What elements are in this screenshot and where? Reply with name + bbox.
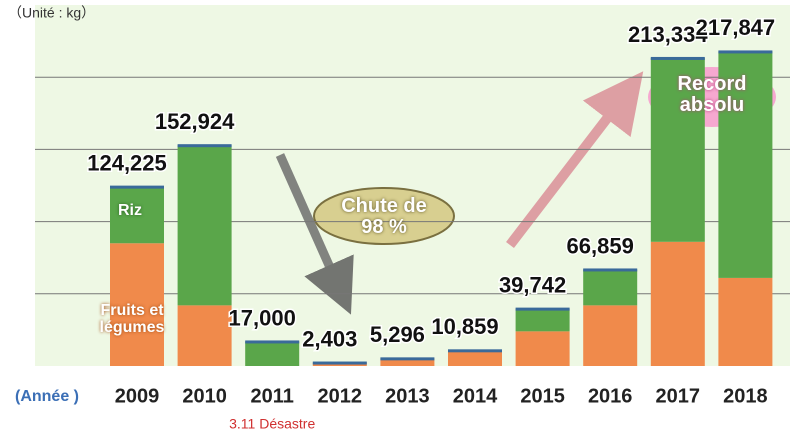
value-label: 2,403 — [302, 326, 357, 351]
unit-label: （Unité : kg） — [8, 5, 95, 21]
x-tick-label: 2012 — [318, 385, 363, 407]
bar-segment — [583, 269, 638, 306]
drop-annotation: Chute de 98 % — [341, 195, 427, 238]
bar-segment — [718, 277, 773, 366]
value-label: 124,225 — [87, 150, 167, 175]
value-label: 152,924 — [155, 109, 235, 134]
bar-segment — [177, 305, 232, 366]
bar-cap — [110, 185, 164, 189]
bar-segment — [110, 186, 164, 244]
bar-segment — [177, 145, 232, 306]
bar-segment — [718, 51, 773, 278]
bar-cap — [650, 56, 705, 60]
x-tick-label: 2014 — [453, 385, 498, 407]
rise-arrow — [506, 71, 644, 249]
bar-cap — [245, 340, 300, 344]
bar-segment — [650, 241, 705, 366]
x-tick-label: 2015 — [520, 385, 565, 407]
legend-fruits: Fruits et légumes — [99, 302, 165, 336]
value-label: 10,859 — [431, 314, 498, 339]
bar-segment — [110, 243, 164, 366]
x-tick-label: 2017 — [656, 385, 701, 407]
legend-rice: Riz — [118, 202, 142, 219]
value-label: 17,000 — [229, 305, 296, 330]
bar-cap — [177, 144, 232, 148]
value-label: 213,334 — [628, 22, 708, 47]
record-annotation: Record absolu — [677, 73, 747, 116]
value-label: 66,859 — [567, 233, 634, 258]
drop-bubble — [313, 187, 455, 245]
bar-segment — [245, 341, 300, 366]
bar-cap — [312, 361, 367, 365]
bar-segment — [515, 308, 570, 332]
bar-segment — [448, 350, 502, 366]
bar-segment — [583, 305, 638, 366]
bar-segment — [515, 331, 570, 366]
drop-arrow — [275, 153, 354, 315]
bar-cap — [583, 268, 638, 272]
x-tick-label: 2011 — [251, 385, 294, 407]
x-tick-label: 2018 — [723, 385, 768, 407]
value-label: 5,296 — [370, 322, 425, 347]
bar-segment — [650, 57, 705, 242]
x-tick-label: 2016 — [588, 385, 633, 407]
bar-cap — [448, 349, 502, 353]
category-note: 3.11 Désastre — [229, 416, 315, 432]
x-tick-label: 2013 — [385, 385, 430, 407]
bar-cap — [515, 307, 570, 311]
bar-cap — [718, 50, 773, 54]
x-axis-label: (Année ) — [15, 388, 79, 405]
value-label: 217,847 — [696, 15, 776, 40]
bar-cap — [380, 357, 435, 361]
x-tick-label: 2009 — [115, 385, 160, 407]
bar-segment — [380, 358, 435, 366]
x-tick-label: 2010 — [182, 385, 227, 407]
value-label: 39,742 — [499, 272, 566, 297]
